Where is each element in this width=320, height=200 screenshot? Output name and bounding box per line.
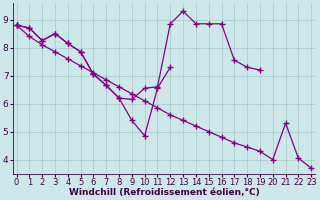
X-axis label: Windchill (Refroidissement éolien,°C): Windchill (Refroidissement éolien,°C) (68, 188, 259, 197)
